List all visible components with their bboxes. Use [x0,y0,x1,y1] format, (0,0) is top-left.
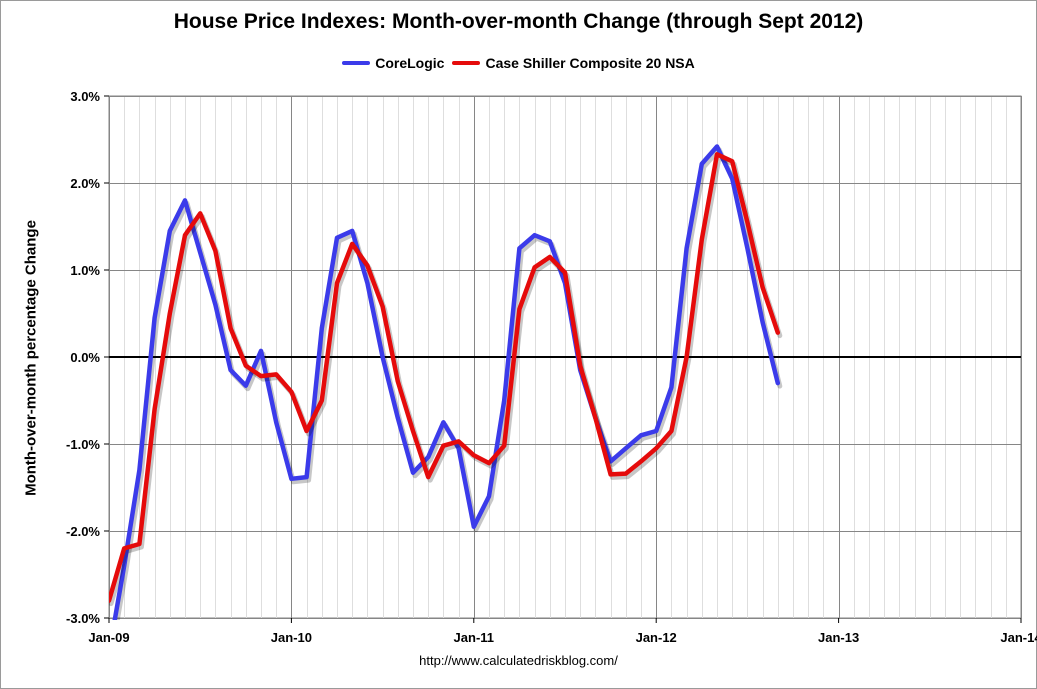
x-tick-label: Jan-14 [1000,630,1037,645]
legend-entry-case-shiller: Case Shiller Composite 20 NSA [452,55,695,71]
legend-label-corelogic: CoreLogic [375,55,445,71]
legend-entry-corelogic: CoreLogic [342,55,444,71]
y-tick-label: 0.0% [70,350,100,365]
x-tick-label: Jan-10 [271,630,312,645]
series-line-corelogic [112,144,781,620]
y-tick-label: 2.0% [70,176,100,191]
legend: CoreLogic Case Shiller Composite 20 NSA [0,55,1037,71]
chart-title: House Price Indexes: Month-over-month Ch… [173,10,864,33]
x-tick-label: Jan-11 [454,630,494,645]
y-tick-label: 1.0% [70,263,100,278]
legend-label-case-shiller: Case Shiller Composite 20 NSA [485,55,695,71]
legend-swatch-corelogic [342,61,371,65]
y-axis-label: Month-over-month percentage Change [22,220,40,496]
series-line-case-shiller [109,152,781,603]
series-layer [109,144,783,620]
grid-layer [108,95,1022,619]
axis-layer: 3.0% 2.0% 1.0% 0.0% -1.0% -2.0% -3.0% Jan-09 Jan… [66,89,1037,645]
x-tick-label: Jan-13 [818,630,859,645]
series-shadow-case-shiller [109,154,783,607]
x-tick-label: Jan-12 [636,630,677,645]
y-tick-label: -2.0% [66,524,100,539]
x-tick-label: Jan-09 [88,630,129,645]
legend-swatch-case-shiller [452,61,481,65]
y-tick-label: -1.0% [66,437,100,452]
source-url: http://www.calculatedriskblog.com/ [419,653,618,668]
y-tick-label: -3.0% [66,611,100,626]
y-tick-label: 3.0% [70,89,100,104]
